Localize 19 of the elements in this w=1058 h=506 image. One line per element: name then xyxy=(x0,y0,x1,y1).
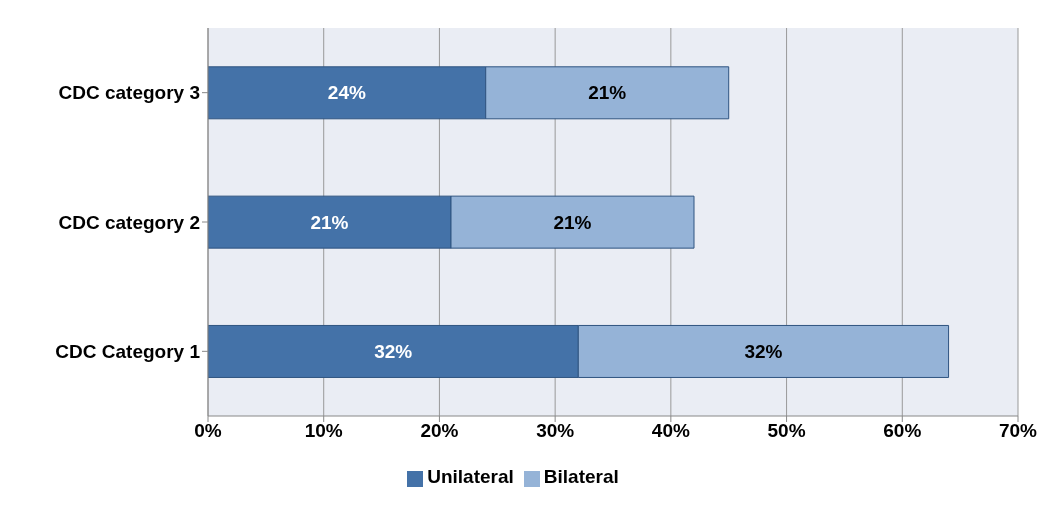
x-tick-label: 30% xyxy=(536,420,575,442)
data-label: 21% xyxy=(553,211,592,233)
x-tick-label: 60% xyxy=(883,420,922,442)
x-tick-label: 70% xyxy=(998,420,1038,442)
data-label: 21% xyxy=(588,82,627,104)
x-tick-label: 20% xyxy=(420,420,459,442)
y-tick-label: CDC category 2 xyxy=(58,211,200,233)
data-label: 21% xyxy=(310,211,349,233)
data-label: 32% xyxy=(374,340,413,362)
x-tick-label: 10% xyxy=(304,420,343,442)
x-tick-label: 50% xyxy=(767,420,806,442)
data-label: 32% xyxy=(744,340,783,362)
y-tick-label: CDC category 3 xyxy=(58,82,200,104)
legend-label: Bilateral xyxy=(543,466,619,487)
legend-label: Unilateral xyxy=(427,466,514,487)
x-tick-label: 40% xyxy=(651,420,690,442)
data-label: 24% xyxy=(327,82,366,104)
y-tick-label: CDC Category 1 xyxy=(55,341,201,363)
x-tick-label: 0% xyxy=(194,420,222,442)
